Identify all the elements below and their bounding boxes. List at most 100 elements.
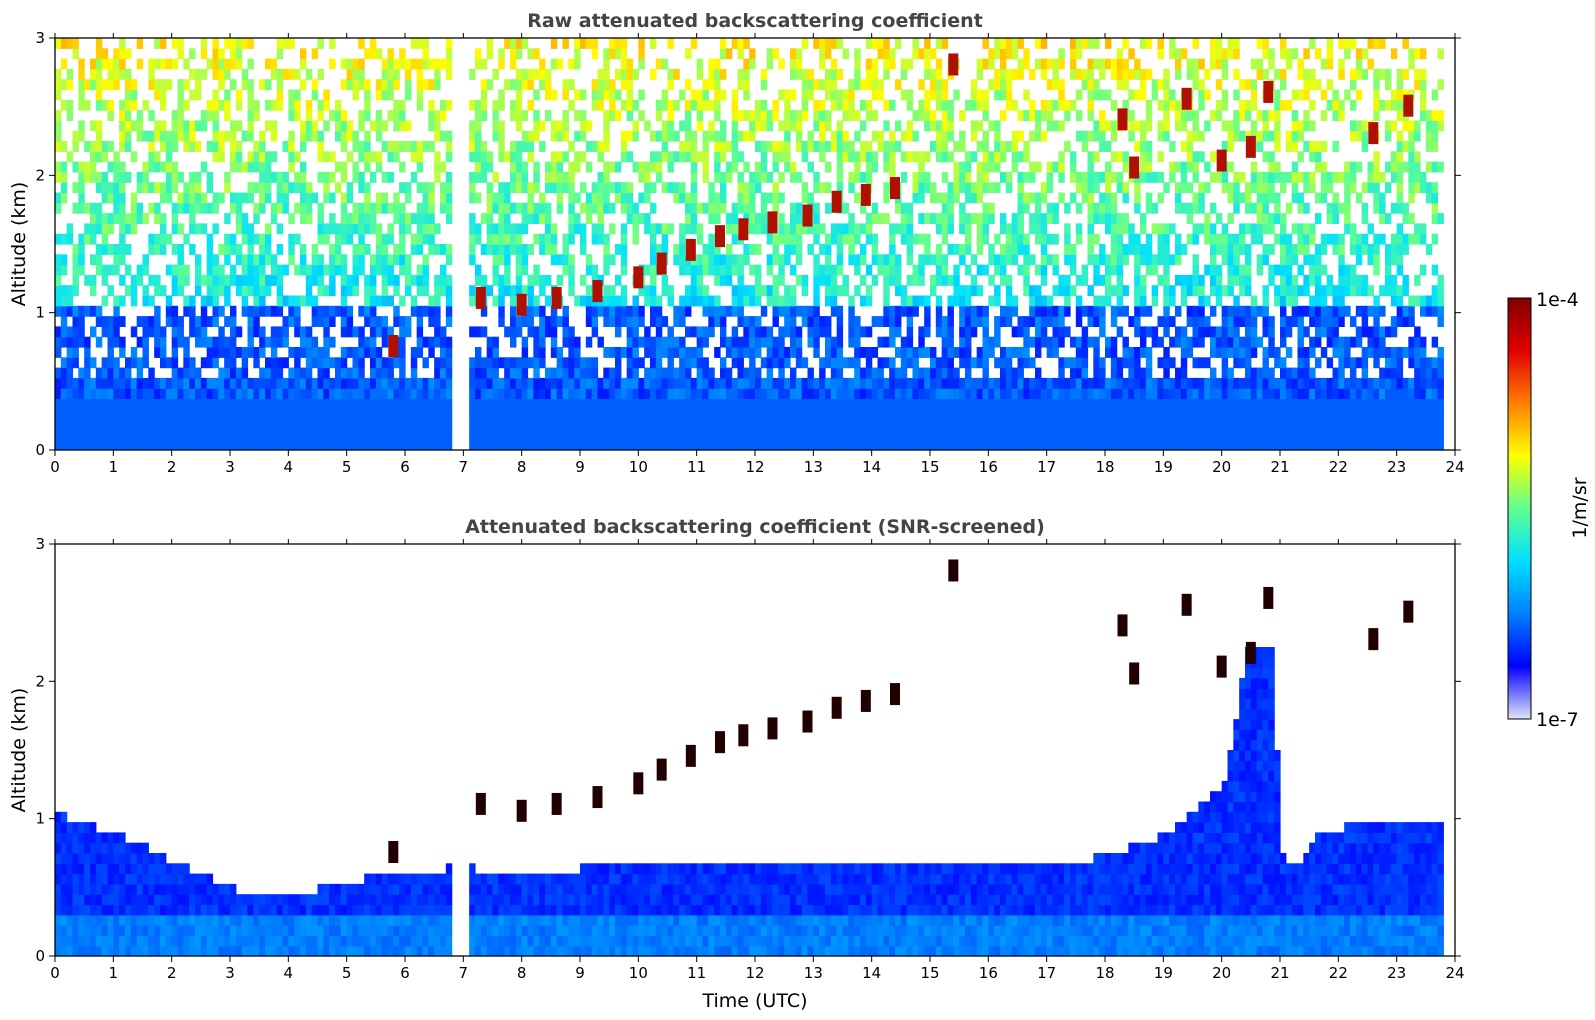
backscatter-cell — [1087, 110, 1094, 121]
backscatter-cell — [784, 254, 791, 266]
backscatter-cell — [504, 357, 511, 369]
backscatter-cell — [836, 347, 844, 358]
backscatter-cell — [346, 213, 354, 224]
backscatter-cell — [842, 408, 849, 420]
backscatter-cell — [1093, 264, 1100, 276]
backscatter-cell — [276, 326, 284, 338]
backscatter-cell — [644, 388, 651, 400]
backscatter-cell — [743, 202, 750, 214]
backscatter-cell — [1093, 419, 1100, 430]
backscatter-cell — [416, 285, 424, 297]
backscatter-cell — [1180, 347, 1188, 358]
backscatter-cell — [1116, 48, 1124, 60]
backscatter-cell — [1105, 439, 1112, 450]
backscatter-cell — [241, 439, 249, 450]
backscatter-cell — [591, 264, 599, 276]
backscatter-cell — [766, 398, 774, 410]
backscatter-cell — [1122, 192, 1129, 204]
backscatter-cell — [871, 274, 879, 286]
backscatter-cell — [1075, 377, 1083, 389]
backscatter-cell — [714, 79, 721, 91]
backscatter-cell — [183, 388, 190, 400]
backscatter-cell — [200, 439, 208, 450]
backscatter-cell — [620, 68, 628, 80]
backscatter-cell — [335, 110, 342, 121]
backscatter-cell — [346, 130, 354, 142]
backscatter-cell — [55, 305, 62, 317]
backscatter-cell — [749, 326, 756, 338]
backscatter-cell — [323, 171, 330, 183]
backscatter-cell — [480, 408, 488, 420]
backscatter-cell — [55, 295, 62, 307]
backscatter-cell — [620, 439, 628, 450]
backscatter-cell — [533, 120, 540, 132]
backscatter-cell — [1052, 377, 1059, 389]
backscatter-cell — [842, 223, 849, 235]
backscatter-cell — [842, 429, 849, 441]
backscatter-cell — [959, 213, 966, 224]
backscatter-cell — [440, 419, 447, 430]
backscatter-cell — [1000, 110, 1007, 121]
backscatter-cell — [1005, 171, 1013, 183]
backscatter-cell — [661, 336, 669, 348]
backscatter-cell — [615, 182, 622, 194]
backscatter-cell — [317, 439, 324, 450]
backscatter-cell — [241, 254, 249, 266]
backscatter-cell — [247, 388, 254, 400]
backscatter-cell — [603, 254, 610, 266]
backscatter-cell — [294, 377, 301, 389]
backscatter-cell — [626, 336, 634, 348]
backscatter-cell — [165, 429, 173, 441]
backscatter-cell — [1029, 357, 1036, 369]
backscatter-cell — [101, 223, 109, 235]
backscatter-cell — [930, 182, 937, 194]
backscatter-cell — [358, 120, 365, 132]
backscatter-cell — [725, 377, 733, 389]
backscatter-cell — [743, 377, 750, 389]
backscatter-cell — [165, 419, 173, 430]
backscatter-cell — [935, 429, 943, 441]
backscatter-cell — [813, 316, 820, 327]
backscatter-cell — [230, 377, 237, 389]
backscatter-cell — [545, 377, 552, 389]
backscatter-cell — [1023, 141, 1030, 152]
backscatter-cell — [224, 285, 231, 297]
backscatter-cell — [638, 171, 645, 183]
backscatter-cell — [871, 377, 879, 389]
backscatter-cell — [988, 202, 995, 214]
backscatter-cell — [148, 244, 155, 255]
backscatter-cell — [731, 89, 739, 101]
backscatter-cell — [603, 192, 610, 204]
backscatter-cell — [591, 182, 599, 194]
backscatter-cell — [620, 419, 628, 430]
backscatter-cell — [189, 223, 196, 235]
backscatter-cell — [696, 89, 704, 101]
backscatter-cell — [860, 223, 867, 235]
backscatter-cell — [55, 68, 62, 80]
backscatter-cell — [708, 213, 715, 224]
backscatter-cell — [562, 254, 569, 266]
backscatter-cell — [206, 171, 214, 183]
backscatter-cell — [836, 264, 844, 276]
backscatter-cell — [259, 439, 266, 450]
backscatter-cell — [381, 254, 389, 266]
backscatter-cell — [55, 429, 62, 441]
backscatter-cell — [480, 439, 488, 450]
backscatter-cell — [982, 130, 989, 142]
backscatter-cell — [1105, 295, 1112, 307]
backscatter-cell — [626, 58, 634, 70]
backscatter-cell — [1157, 38, 1164, 49]
backscatter-cell — [230, 398, 237, 410]
backscatter-cell — [393, 285, 400, 297]
backscatter-cell — [585, 141, 593, 152]
backscatter-cell — [469, 357, 476, 369]
backscatter-cell — [364, 161, 371, 173]
backscatter-cell — [206, 429, 214, 441]
backscatter-cell — [165, 151, 173, 163]
backscatter-cell — [72, 305, 79, 317]
backscatter-cell — [988, 377, 995, 389]
backscatter-cell — [241, 274, 249, 286]
backscatter-cell — [323, 182, 330, 194]
backscatter-cell — [1116, 79, 1124, 91]
backscatter-cell — [1134, 388, 1141, 400]
